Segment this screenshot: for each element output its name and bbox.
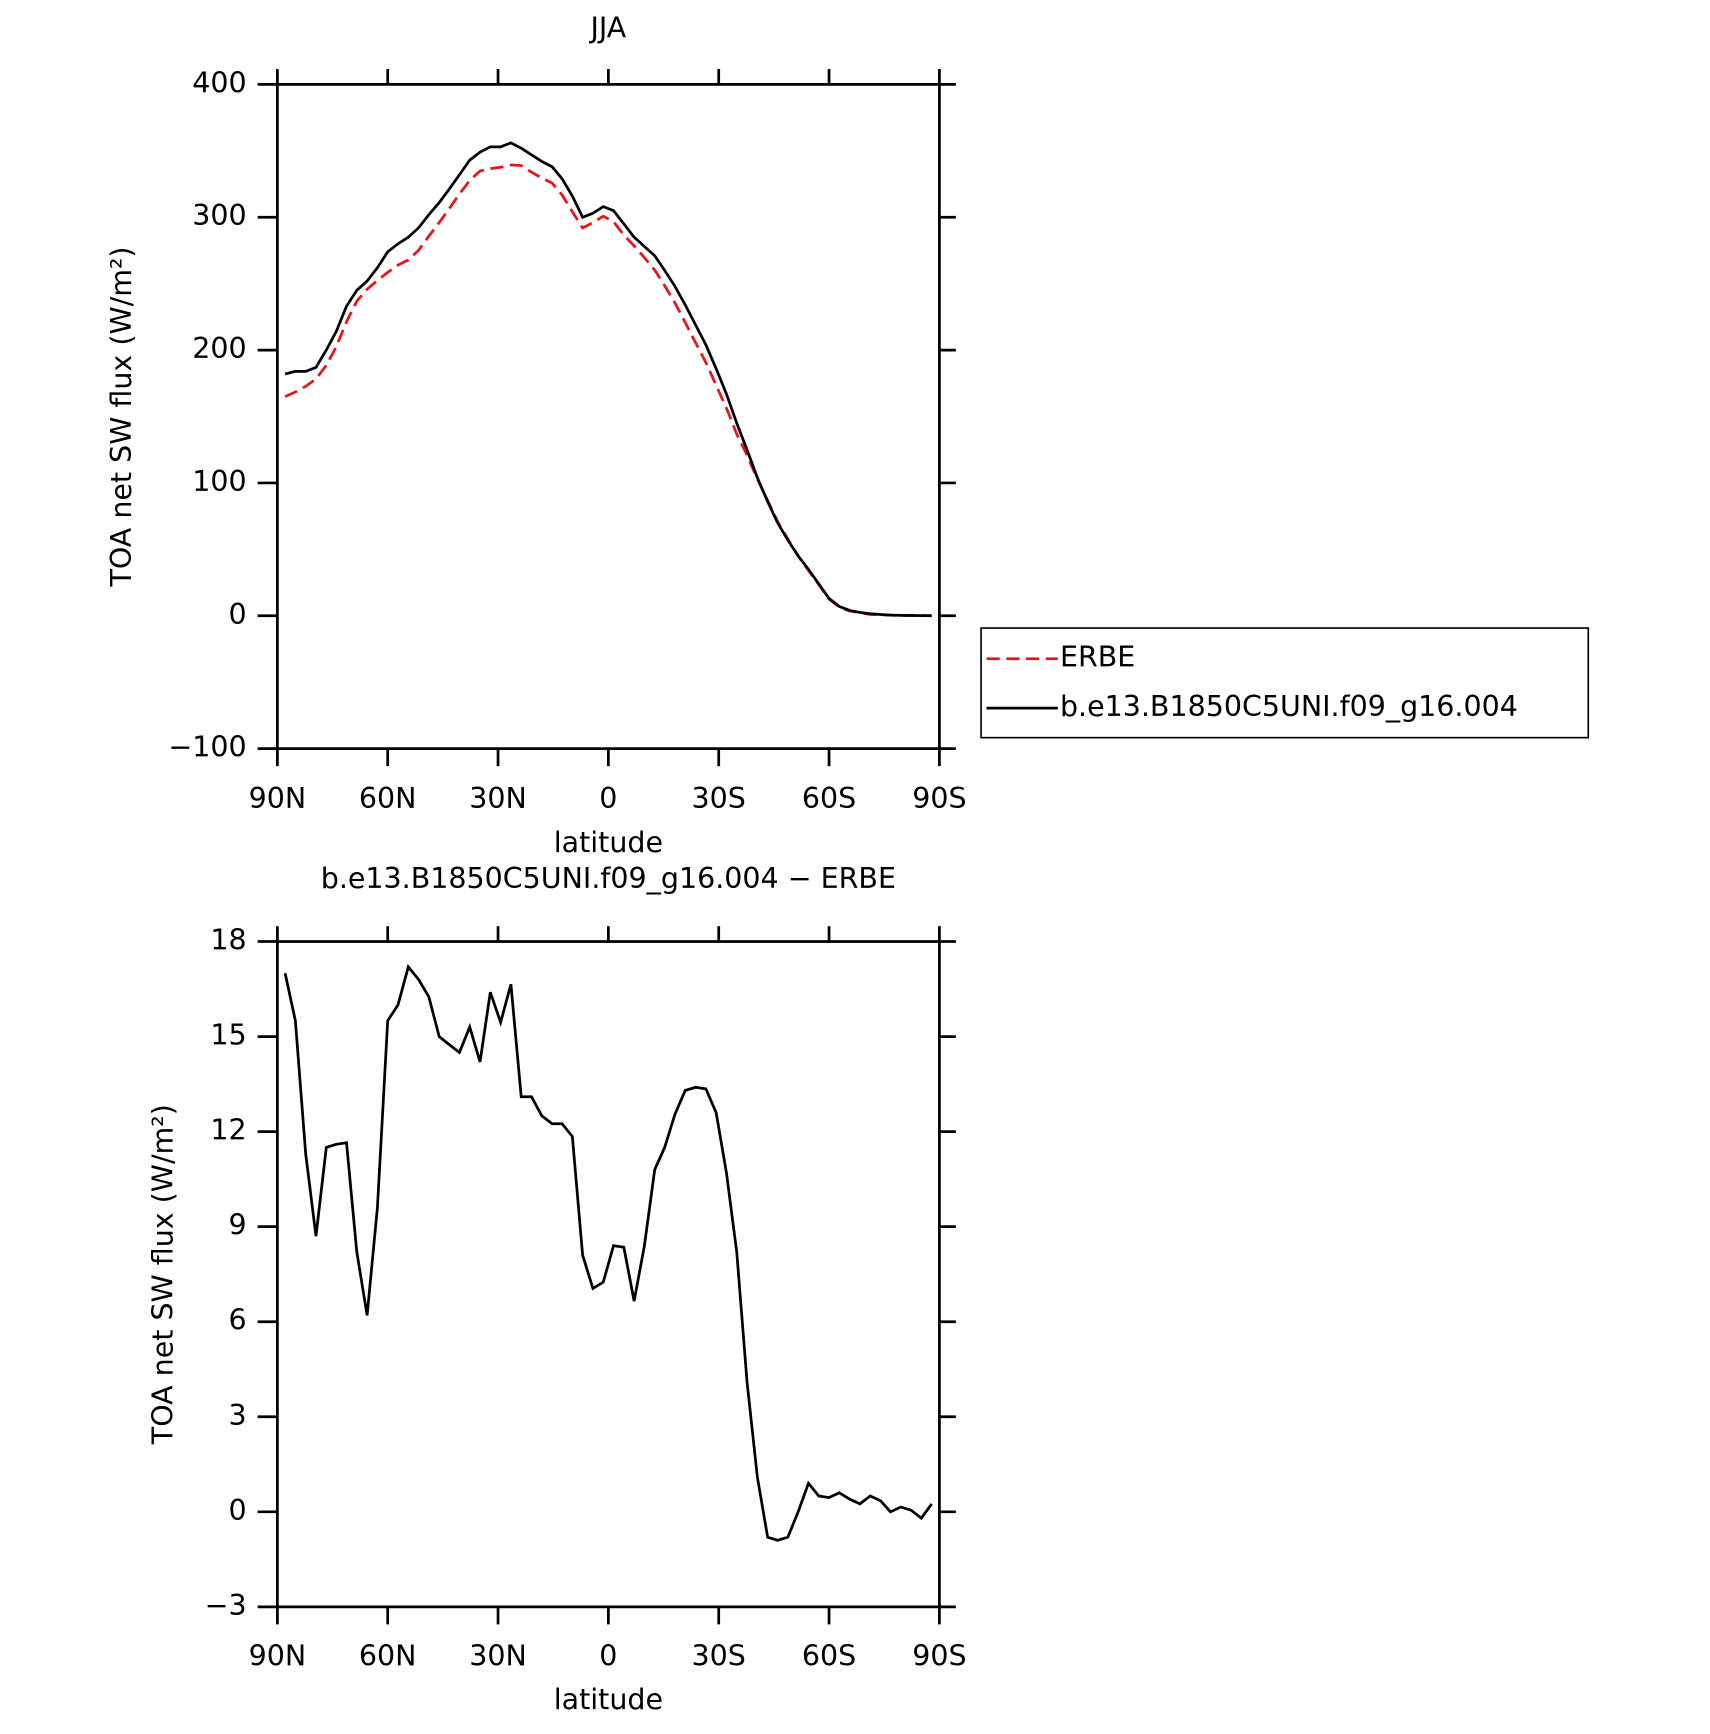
y-tick-label: −100 bbox=[168, 731, 246, 764]
y-tick-label: −3 bbox=[205, 1589, 247, 1622]
x-tick-label: 60S bbox=[802, 1639, 856, 1672]
y-tick-label: 300 bbox=[192, 199, 246, 232]
x-tick-label: 30S bbox=[692, 782, 746, 815]
legend: ERBE b.e13.B1850C5UNI.f09_g16.004 bbox=[980, 627, 1590, 739]
x-tick-label: 90N bbox=[249, 1639, 307, 1672]
x-tick-label: 60N bbox=[359, 782, 417, 815]
y-axis-label: TOA net SW flux (W/m²) bbox=[105, 246, 138, 587]
y-tick-label: 100 bbox=[192, 465, 246, 498]
x-tick-label: 90N bbox=[249, 782, 307, 815]
x-tick-label: 0 bbox=[599, 782, 617, 815]
y-tick-label: 6 bbox=[229, 1304, 247, 1337]
x-tick-label: 90S bbox=[912, 782, 966, 815]
y-tick-label: 18 bbox=[210, 924, 246, 957]
line-chart: JJA latitude TOA net SW flux (W/m²) −100 0 10… bbox=[105, 12, 1590, 859]
x-axis-label: latitude bbox=[554, 1683, 663, 1716]
y-tick-label: 9 bbox=[229, 1209, 247, 1242]
x-tick-label: 90S bbox=[912, 1639, 966, 1672]
chart-title: b.e13.B1850C5UNI.f09_g16.004 − ERBE bbox=[321, 862, 896, 895]
x-axis-label: latitude bbox=[554, 826, 663, 859]
y-tick-label: 3 bbox=[229, 1399, 247, 1432]
x-tick-label: 60N bbox=[359, 1639, 417, 1672]
legend-label: ERBE bbox=[1060, 641, 1135, 674]
line-chart: b.e13.B1850C5UNI.f09_g16.004 − ERBE latit… bbox=[146, 862, 966, 1716]
chart-title: JJA bbox=[588, 12, 626, 45]
x-tick-label: 30S bbox=[692, 1639, 746, 1672]
y-tick-label: 200 bbox=[192, 332, 246, 365]
x-tick-label: 0 bbox=[599, 1639, 617, 1672]
x-tick-label: 60S bbox=[802, 782, 856, 815]
plot-frame bbox=[275, 83, 941, 750]
legend-label: b.e13.B1850C5UNI.f09_g16.004 bbox=[1060, 690, 1518, 723]
y-tick-label: 15 bbox=[210, 1019, 246, 1052]
y-tick-label: 400 bbox=[192, 66, 246, 99]
data-line bbox=[284, 141, 932, 618]
y-tick-label: 12 bbox=[210, 1114, 246, 1147]
data-line bbox=[283, 963, 933, 1542]
x-tick-label: 30N bbox=[469, 782, 527, 815]
legend-box bbox=[980, 627, 1590, 739]
y-axis-label: TOA net SW flux (W/m²) bbox=[146, 1104, 179, 1445]
y-tick-label: 0 bbox=[229, 598, 247, 631]
plot-frame bbox=[275, 940, 941, 1609]
y-tick-label: 0 bbox=[229, 1494, 247, 1527]
x-tick-label: 30N bbox=[469, 1639, 527, 1672]
data-line bbox=[284, 163, 932, 618]
